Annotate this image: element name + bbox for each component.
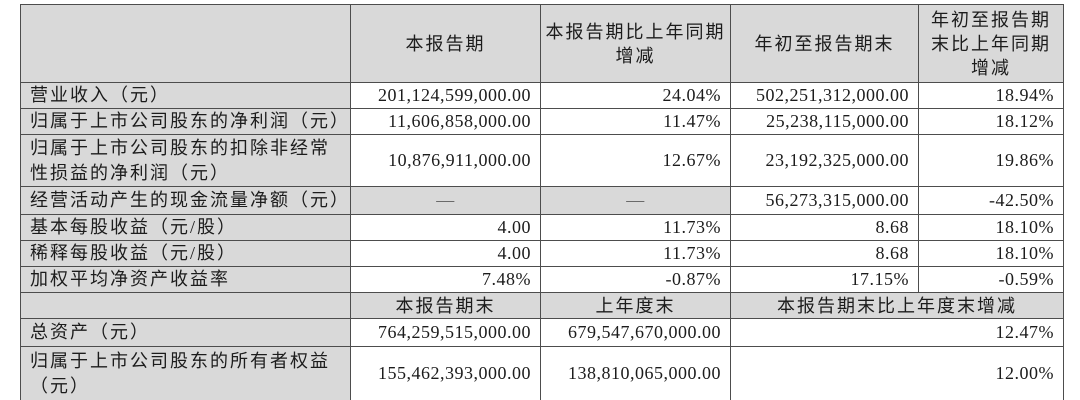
row-label: 营业收入（元） [20, 82, 351, 109]
table-header-row-period: 本报告期 本报告期比上年同期 增减 年初至报告期末 年初至报告期 末比上年同期 … [20, 4, 1064, 83]
cell-value: 25,238,115,000.00 [730, 108, 919, 135]
cell-value: 11,606,858,000.00 [350, 108, 541, 135]
col-header-ytd-yoy: 年初至报告期 末比上年同期 增减 [918, 4, 1064, 83]
cell-value: 764,259,515,000.00 [350, 318, 541, 347]
row-label: 总资产（元） [20, 318, 351, 347]
cell-value: -42.50% [918, 186, 1064, 215]
corner-cell [20, 4, 351, 83]
table-row-equity: 归属于上市公司股东的所有者权益（元） 155,462,393,000.00 13… [20, 346, 1064, 400]
row-label: 归属于上市公司股东的净利润（元） [20, 108, 351, 135]
cell-value: 201,124,599,000.00 [350, 82, 541, 109]
cell-value: 10,876,911,000.00 [350, 134, 541, 187]
cell-value: 8.68 [730, 240, 919, 267]
cell-value: 24.04% [540, 82, 731, 109]
cell-value: 17.15% [730, 266, 919, 293]
row-label: 经营活动产生的现金流量净额（元） [20, 186, 351, 215]
cell-value: 18.94% [918, 82, 1064, 109]
cell-value: 18.12% [918, 108, 1064, 135]
col-header-period-end: 本报告期末 [350, 292, 541, 319]
cell-value: 138,810,065,000.00 [540, 346, 731, 400]
cell-value: 12.00% [730, 346, 1064, 400]
cell-value: 679,547,670,000.00 [540, 318, 731, 347]
row-label: 稀释每股收益（元/股） [20, 240, 351, 267]
cell-value: 11.73% [540, 240, 731, 267]
cell-value: 56,273,315,000.00 [730, 186, 919, 215]
col-header-current-period-yoy: 本报告期比上年同期 增减 [540, 4, 731, 83]
cell-value: 12.47% [730, 318, 1064, 347]
cell-value: 23,192,325,000.00 [730, 134, 919, 187]
cell-value: 8.68 [730, 214, 919, 241]
cell-value: -0.59% [918, 266, 1064, 293]
col-header-period-end-change: 本报告期末比上年度末增减 [730, 292, 1064, 319]
table-row-diluted-eps: 稀释每股收益（元/股） 4.00 11.73% 8.68 18.10% [20, 240, 1064, 267]
financial-summary-table: 本报告期 本报告期比上年同期 增减 年初至报告期末 年初至报告期 末比上年同期 … [20, 4, 1064, 400]
corner-cell [20, 292, 351, 319]
col-header-current-period: 本报告期 [350, 4, 541, 83]
cell-value: 18.10% [918, 214, 1064, 241]
cell-value: 155,462,393,000.00 [350, 346, 541, 400]
row-label: 归属于上市公司股东的扣除非经常性损益的净利润（元） [20, 134, 351, 187]
row-label: 归属于上市公司股东的所有者权益（元） [20, 346, 351, 400]
table-row-net-profit: 归属于上市公司股东的净利润（元） 11,606,858,000.00 11.47… [20, 108, 1064, 135]
table-row-total-assets: 总资产（元） 764,259,515,000.00 679,547,670,00… [20, 318, 1064, 347]
cell-value: -0.87% [540, 266, 731, 293]
cell-value: 11.73% [540, 214, 731, 241]
table-row-weighted-avg-roe: 加权平均净资产收益率 7.48% -0.87% 17.15% -0.59% [20, 266, 1064, 293]
cell-value-na: — [540, 186, 731, 215]
col-header-prev-year-end: 上年度末 [540, 292, 731, 319]
cell-value: 19.86% [918, 134, 1064, 187]
table-row-basic-eps: 基本每股收益（元/股） 4.00 11.73% 8.68 18.10% [20, 214, 1064, 241]
cell-value: 7.48% [350, 266, 541, 293]
cell-value-na: — [350, 186, 541, 215]
table-row-operating-cash-flow: 经营活动产生的现金流量净额（元） — — 56,273,315,000.00 -… [20, 186, 1064, 215]
table-row-revenue: 营业收入（元） 201,124,599,000.00 24.04% 502,25… [20, 82, 1064, 109]
row-label: 加权平均净资产收益率 [20, 266, 351, 293]
cell-value: 12.67% [540, 134, 731, 187]
cell-value: 4.00 [350, 240, 541, 267]
table-row-net-profit-excl-nonrecurring: 归属于上市公司股东的扣除非经常性损益的净利润（元） 10,876,911,000… [20, 134, 1064, 187]
row-label: 基本每股收益（元/股） [20, 214, 351, 241]
cell-value: 11.47% [540, 108, 731, 135]
cell-value: 4.00 [350, 214, 541, 241]
cell-value: 18.10% [918, 240, 1064, 267]
cell-value: 502,251,312,000.00 [730, 82, 919, 109]
table-header-row-period-end: 本报告期末 上年度末 本报告期末比上年度末增减 [20, 292, 1064, 319]
col-header-ytd: 年初至报告期末 [730, 4, 919, 83]
